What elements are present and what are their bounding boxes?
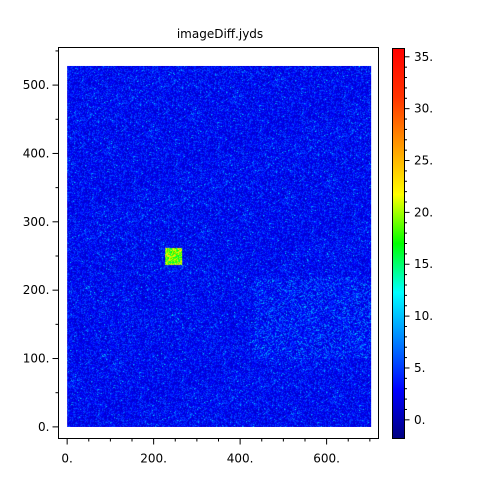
colorbar-tick-label: 10.	[414, 309, 433, 323]
colorbar-axis: 0. 5. 10. 15. 20. 25. 30. 35.	[404, 50, 433, 427]
y-tick-label: 0.	[38, 420, 49, 434]
y-tick-label: 400.	[23, 146, 50, 160]
x-axis: 0. 200. 400. 600.	[61, 438, 371, 466]
y-tick-label: 200.	[23, 283, 50, 297]
y-tick-label: 100.	[23, 352, 50, 366]
x-tick-label: 200.	[140, 452, 167, 466]
plot-area: 0. 200. 400. 600. 0. 100. 200. 300. 400. 500.	[23, 47, 379, 466]
y-tick-label: 500.	[23, 78, 50, 92]
colorbar-tick-label: 15.	[414, 257, 433, 271]
x-tick-label: 400.	[227, 452, 254, 466]
y-axis: 0. 100. 200. 300. 400. 500.	[23, 50, 59, 434]
colorbar-tick-label: 5.	[414, 361, 425, 375]
colorbar-tick-label: 25.	[414, 154, 433, 168]
heatmap-pixels	[67, 65, 372, 427]
colorbar: 0. 5. 10. 15. 20. 25. 30. 35.	[392, 48, 433, 439]
heatmap-image	[67, 65, 372, 427]
colorbar-gradient	[392, 48, 405, 439]
colorbar-tick-label: 0.	[414, 413, 425, 427]
colorbar-tick-label: 20.	[414, 205, 433, 219]
colorbar-tick-label: 30.	[414, 102, 433, 116]
colorbar-tick-label: 35.	[414, 50, 433, 64]
chart-title: imageDiff.jyds	[177, 27, 263, 41]
x-tick-label: 0.	[61, 452, 72, 466]
x-tick-label: 600.	[313, 452, 340, 466]
y-tick-label: 300.	[23, 215, 50, 229]
